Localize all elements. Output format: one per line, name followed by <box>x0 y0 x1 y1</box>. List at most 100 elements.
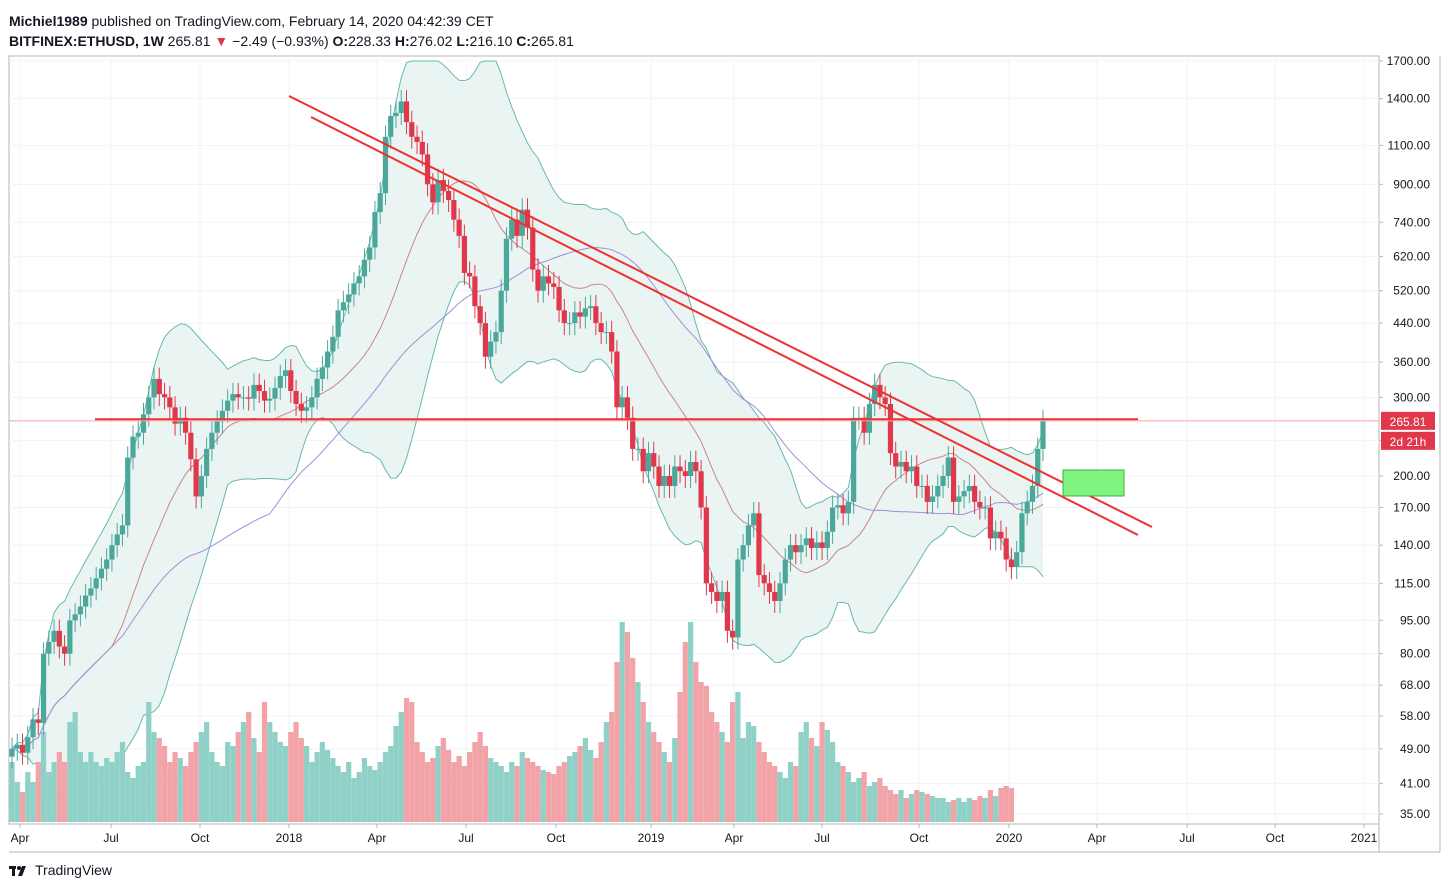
candle-body <box>46 641 52 654</box>
y-tick-label: 440.00 <box>1393 316 1430 330</box>
volume-bar <box>367 766 373 822</box>
candle-body <box>709 583 715 592</box>
candle-body <box>751 513 757 526</box>
candle-body <box>109 545 115 560</box>
volume-bar <box>998 788 1004 822</box>
candle-body <box>929 496 936 502</box>
candle-body <box>1019 513 1025 553</box>
volume-bar <box>940 798 946 822</box>
volume-bar <box>924 794 930 822</box>
candle-body <box>803 538 809 546</box>
y-tick-label: 200.00 <box>1393 469 1430 483</box>
candle-body <box>372 212 378 248</box>
candle-body <box>303 407 310 411</box>
volume-bar <box>851 782 857 822</box>
y-tick-label: 520.00 <box>1393 284 1430 298</box>
volume-bar <box>635 682 641 822</box>
volume-bar <box>640 702 646 822</box>
candle-body <box>346 294 352 303</box>
candle-body <box>319 367 325 379</box>
volume-bar <box>156 738 162 822</box>
volume-bar <box>325 750 331 822</box>
candle-body <box>456 219 462 236</box>
candle-body <box>325 351 331 368</box>
volume-bar <box>724 742 730 822</box>
volume-bar <box>982 798 988 822</box>
candle-body <box>225 400 231 411</box>
candle-body <box>677 466 683 472</box>
volume-bar <box>935 798 941 822</box>
candle-body <box>514 219 520 236</box>
volume-bar <box>167 762 173 822</box>
x-tick-label: Jul <box>103 831 118 845</box>
volume-bar <box>882 786 888 822</box>
volume-bar <box>9 762 15 822</box>
volume-bar <box>140 762 147 822</box>
candle-body <box>477 306 483 324</box>
candle-body <box>551 283 557 288</box>
open-label: O: <box>332 33 349 49</box>
volume-bar <box>893 794 899 822</box>
volume-bar <box>566 756 573 822</box>
volume-bar <box>945 802 951 822</box>
volume-bar <box>609 712 615 822</box>
volume-bar <box>272 732 278 822</box>
volume-bar <box>777 772 783 822</box>
volume-bar <box>182 766 189 822</box>
candle-body <box>566 323 573 325</box>
candle-body <box>19 744 26 753</box>
bollinger-upper-line <box>11 60 1044 750</box>
tradingview-footer[interactable]: TradingView <box>8 862 112 878</box>
volume-bar <box>403 698 410 822</box>
volume-bar <box>445 750 452 822</box>
candle-body <box>204 448 210 477</box>
candle-body <box>872 384 878 404</box>
volume-bar <box>172 752 178 822</box>
candle-body <box>861 417 867 433</box>
candle-body <box>35 719 41 723</box>
volume-bar <box>803 722 809 822</box>
volume-bar <box>545 772 552 822</box>
volume-bar <box>267 722 273 822</box>
volume-bar <box>104 758 110 822</box>
candle-body <box>1008 559 1015 568</box>
candle-body <box>435 180 441 203</box>
candle-body <box>440 180 446 191</box>
candle-body <box>98 568 105 579</box>
volume-bar <box>419 752 425 822</box>
candle-body <box>798 545 804 553</box>
volume-bar <box>903 798 909 822</box>
y-tick-label: 1100.00 <box>1388 138 1431 152</box>
y-tick-label: 68.00 <box>1400 678 1430 692</box>
candle-body <box>135 432 141 437</box>
y-tick-label: 1700.00 <box>1387 54 1431 68</box>
candle-body <box>530 227 536 270</box>
candle-body <box>703 507 709 584</box>
publication-line: Michiel1989 published on TradingView.com… <box>9 13 494 29</box>
volume-bar <box>672 738 678 822</box>
candle-body <box>835 505 841 508</box>
author-name[interactable]: Michiel1989 <box>9 13 88 29</box>
volume-bar <box>340 772 346 822</box>
volume-bar <box>25 772 31 822</box>
x-tick-label: Apr <box>11 831 30 845</box>
y-tick-label: 170.00 <box>1393 501 1430 515</box>
volume-bar <box>503 772 510 822</box>
x-tick-label: 2021 <box>1351 831 1378 845</box>
x-tick-label: Oct <box>547 831 566 845</box>
candle-body <box>261 391 268 401</box>
candle-body <box>977 501 983 508</box>
candle-body <box>993 531 999 539</box>
volume-bar <box>651 732 657 822</box>
candle-body <box>272 387 278 399</box>
volume-bar <box>251 738 257 822</box>
countdown-badge <box>1381 431 1435 450</box>
volume-bar <box>603 722 610 822</box>
candle-body <box>424 154 431 185</box>
volume-bar <box>230 746 236 822</box>
open-value: 228.33 <box>348 33 391 49</box>
volume-bar <box>630 658 636 822</box>
volume-bar <box>530 762 536 822</box>
volume-bar <box>98 766 105 822</box>
